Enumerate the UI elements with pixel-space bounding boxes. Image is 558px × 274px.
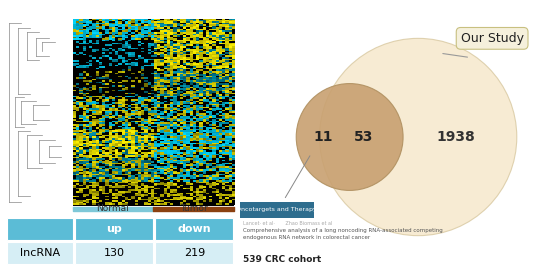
Text: down: down bbox=[177, 224, 211, 234]
FancyBboxPatch shape bbox=[7, 242, 73, 264]
Text: Lancet· et al·       Zhao Biomass et al: Lancet· et al· Zhao Biomass et al bbox=[243, 221, 332, 226]
Text: Normal: Normal bbox=[97, 204, 129, 213]
Circle shape bbox=[296, 84, 403, 190]
Text: 219: 219 bbox=[184, 248, 205, 258]
FancyBboxPatch shape bbox=[156, 218, 233, 240]
Circle shape bbox=[320, 38, 517, 236]
Text: 1938: 1938 bbox=[436, 130, 475, 144]
FancyBboxPatch shape bbox=[240, 202, 314, 218]
Text: Comprehensive analysis of a long noncoding RNA-associated competing
endogenous R: Comprehensive analysis of a long noncodi… bbox=[243, 228, 442, 240]
Text: 539 CRC cohort: 539 CRC cohort bbox=[243, 255, 321, 264]
FancyBboxPatch shape bbox=[7, 218, 73, 240]
Text: up: up bbox=[107, 224, 122, 234]
FancyBboxPatch shape bbox=[156, 242, 233, 264]
Text: 53: 53 bbox=[354, 130, 374, 144]
Text: 130: 130 bbox=[104, 248, 125, 258]
FancyBboxPatch shape bbox=[75, 242, 153, 264]
Text: 11: 11 bbox=[313, 130, 333, 144]
Text: Our Study: Our Study bbox=[461, 32, 523, 45]
Text: lncRNA: lncRNA bbox=[20, 248, 60, 258]
Text: Oncotargets and Therapy: Oncotargets and Therapy bbox=[237, 207, 317, 212]
Text: Tumor: Tumor bbox=[180, 204, 208, 213]
FancyBboxPatch shape bbox=[75, 218, 153, 240]
